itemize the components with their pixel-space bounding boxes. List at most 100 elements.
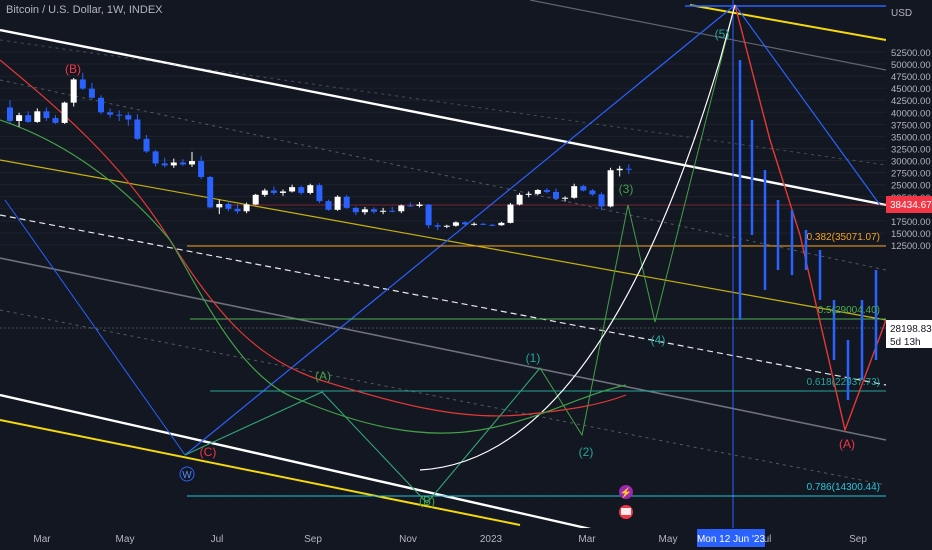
wave-label-3: (3) <box>619 182 634 196</box>
candle-body <box>270 190 277 193</box>
candle-body <box>543 190 550 192</box>
time-tick-label: May <box>659 534 678 545</box>
time-tick-label: Mar <box>578 534 596 545</box>
candle-body <box>562 197 569 199</box>
price-tick-label: 25000.00 <box>891 181 931 192</box>
red-projection-path <box>734 4 887 433</box>
teal-wave-path <box>184 367 541 504</box>
candle-body <box>480 223 487 225</box>
candle-body <box>25 115 32 122</box>
crosshair-time-text: Mon 12 Jun '23 <box>697 534 766 545</box>
dashed-top-line <box>0 39 887 166</box>
candle-body <box>152 151 159 164</box>
candle-body <box>389 210 396 212</box>
wave-label-w-circle <box>179 466 195 482</box>
candle-body <box>571 186 578 198</box>
candle-body <box>452 222 459 226</box>
lower-yellow-line <box>0 419 521 526</box>
ma-red-line <box>0 59 627 417</box>
candle-body <box>261 190 268 195</box>
price-tick-label: 42500.00 <box>891 96 931 107</box>
wave-label-c: (C) <box>200 445 217 459</box>
lower-channel-line <box>0 393 631 540</box>
candle-body <box>179 162 186 165</box>
candle-body <box>161 163 168 166</box>
candle-body <box>334 196 341 210</box>
candle-body <box>134 119 141 139</box>
candle-body <box>88 88 95 98</box>
dashed-median-line <box>0 214 887 386</box>
high-price-badge <box>886 196 932 213</box>
price-tick-label: 50000.00 <box>891 60 931 71</box>
candle-body <box>70 79 77 103</box>
candle-body <box>462 222 468 225</box>
upper-channel-line <box>0 28 887 207</box>
candle-body <box>398 205 405 212</box>
lightning-glyph: ⚡ <box>620 486 632 499</box>
wave-label-a-green: (A) <box>315 369 331 383</box>
candle-body <box>580 186 587 191</box>
wave-label-2: (2) <box>579 445 594 459</box>
candle-body <box>243 204 250 212</box>
flag-icon-inner <box>621 508 631 515</box>
price-tick-label: 30000.00 <box>891 157 931 168</box>
candle-body <box>52 118 59 123</box>
candle-body <box>307 185 314 193</box>
price-tick-label: 45000.00 <box>891 84 931 95</box>
last-price-text: 28198.83 <box>890 324 932 335</box>
candle-body <box>425 204 432 226</box>
fib-label: 0.786(14300.44) <box>807 482 880 493</box>
candle-body <box>79 79 86 89</box>
time-tick-label: Sep <box>304 534 322 545</box>
price-tick-label: 15000.00 <box>891 229 931 240</box>
mid-yellow-line <box>0 159 887 321</box>
candle-body <box>343 196 350 208</box>
price-tick-label: 37500.00 <box>891 120 931 131</box>
wave-label-b-top: (B) <box>65 62 81 76</box>
candle-body <box>443 225 450 227</box>
countdown-text: 5d 13h <box>890 337 921 348</box>
parabolic-curve <box>419 4 736 471</box>
candle-body <box>198 161 205 177</box>
time-tick-label: Sep <box>849 534 867 545</box>
candle-body <box>225 204 232 209</box>
price-tick-label: 27500.00 <box>891 169 931 180</box>
wave-label-w: W <box>182 470 192 481</box>
candle-body <box>298 187 305 193</box>
fib-label: 0.382(35071.07) <box>807 232 880 243</box>
candle-body <box>125 115 132 120</box>
fib-label: 0.5(29004.40) <box>818 305 880 316</box>
time-tick-label: Mar <box>33 534 51 545</box>
lightning-icon <box>619 485 633 499</box>
candle-body <box>189 161 195 165</box>
candle-body <box>534 190 541 194</box>
time-tick-label: May <box>116 534 135 545</box>
mid-grey-line <box>0 257 887 441</box>
candle-body <box>598 194 605 207</box>
blue-wave-line-1 <box>4 199 186 456</box>
time-tick-label: Nov <box>399 534 417 545</box>
price-tick-label: 17500.00 <box>891 217 931 228</box>
candle-body <box>407 205 414 207</box>
candle-body <box>234 208 241 212</box>
fib-label: 0.618(22937.73) <box>807 377 880 388</box>
price-tick-label: 47500.00 <box>891 72 931 83</box>
candle-body <box>43 111 50 119</box>
ma-green-line <box>0 119 627 434</box>
candle-body <box>207 176 214 208</box>
candle-body <box>16 115 23 121</box>
candle-body <box>498 222 505 226</box>
candle-body <box>116 114 123 116</box>
candle-body <box>371 209 377 212</box>
blue-descending-line <box>734 4 881 206</box>
candle-body <box>316 185 323 202</box>
top-grey-line <box>529 0 887 71</box>
candle-body <box>625 168 632 170</box>
green-wave-path <box>184 4 736 504</box>
price-tick-label: 12500.00 <box>891 241 931 252</box>
candle-body <box>252 194 259 205</box>
crosshair-time-badge <box>697 529 765 547</box>
candle-body <box>471 223 478 225</box>
